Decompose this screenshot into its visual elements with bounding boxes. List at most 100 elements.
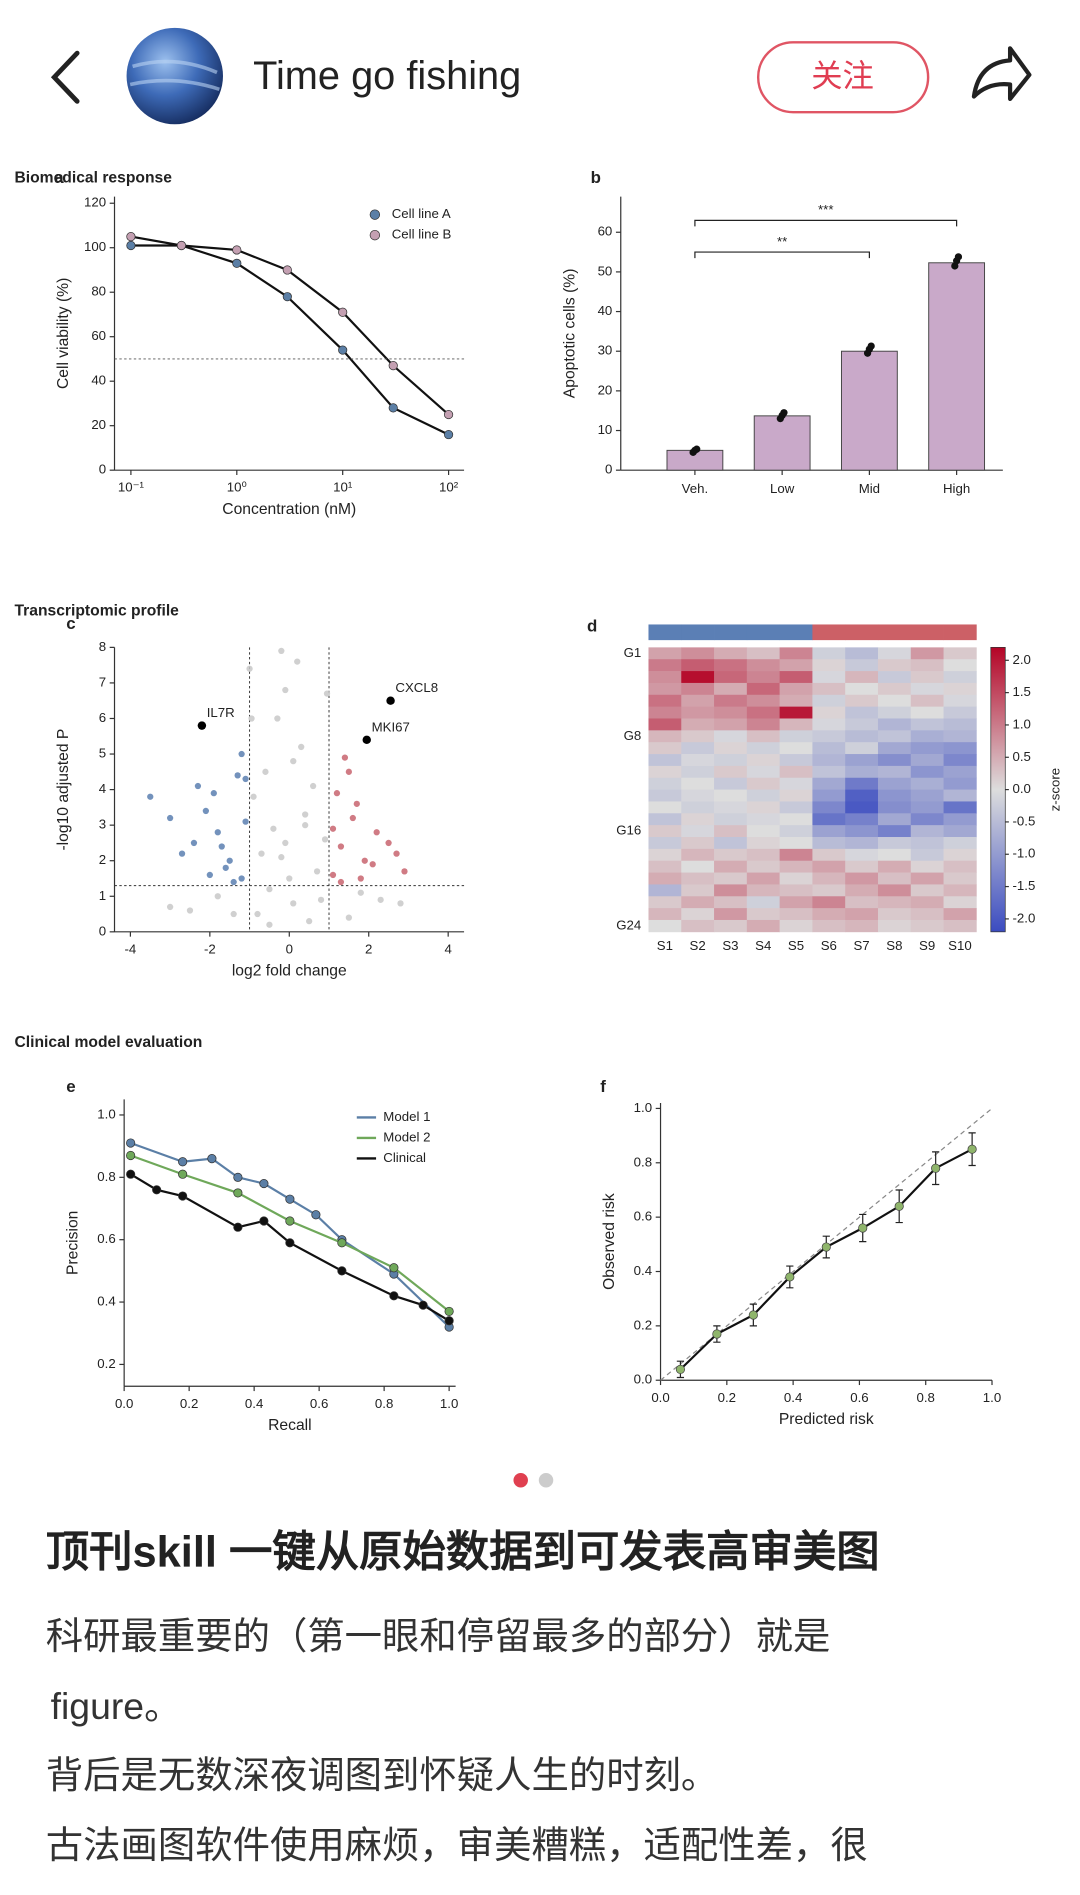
panel-label: f [600,1077,606,1096]
heatmap-cell [943,896,977,909]
colorbar-tick-label: 0.5 [1013,749,1031,764]
data-point [152,1185,162,1195]
data-point [349,814,356,822]
heatmap-cell [648,659,682,672]
heatmap-cell [877,742,912,755]
data-point [250,793,257,800]
heatmap-cell [812,884,846,897]
data-point [858,1223,868,1233]
heatmap-cell [681,682,715,696]
x-tick-label: S4 [755,938,771,953]
heatmap-cell [812,718,846,731]
heatmap-cell [877,825,912,838]
x-tick-label: 0.4 [784,1390,802,1405]
heatmap-cell [943,884,977,897]
y-tick-label: 3 [99,817,106,832]
avatar[interactable] [126,27,223,125]
page-dot-active[interactable] [513,1473,528,1488]
y-tick-label: 0.6 [634,1209,652,1224]
heatmap-cell [910,777,944,790]
follow-label[interactable]: 关注 [811,59,874,94]
data-point [126,1169,136,1179]
heatmap-cell [681,647,715,660]
heatmap-cell [681,872,715,885]
heatmap-cell [746,718,780,731]
heatmap-cell [714,671,748,684]
group-bar [681,624,715,641]
heatmap-cell [812,789,846,802]
data-point [357,889,364,896]
heatmap-cell [877,718,912,731]
data-point [323,690,331,697]
data-point [333,790,341,797]
data-point [278,647,285,655]
heatmap-cell [910,730,944,743]
y-tick-label: 0.4 [97,1294,115,1309]
x-tick-label: S9 [919,938,935,953]
bar [928,262,986,471]
heatmap-cell [648,848,682,862]
heatmap-cell [943,872,977,885]
heatmap-cell [714,825,748,838]
heatmap-cell [943,848,977,862]
replicate-point [780,409,788,417]
heatmap-cell [812,908,846,921]
y-tick-label: 0.2 [634,1317,652,1332]
data-point [126,1138,136,1148]
back-button[interactable] [50,50,80,104]
heatmap-cell [681,919,715,933]
follow-button[interactable] [756,41,930,114]
x-tick-label: S2 [690,938,706,953]
user-name[interactable]: Time go fishing [253,54,521,98]
series-line [130,244,450,436]
replicate-point [867,342,875,350]
heatmap-cell [910,908,944,921]
heatmap-cell [779,908,813,921]
data-point [214,893,221,900]
heatmap-cell [714,682,748,696]
x-tick-label: 10⁰ [227,480,247,495]
replicate-point [693,445,701,453]
x-tick-label: Mid [859,481,880,496]
heatmap-cell [812,801,846,814]
y-tick-label: 0.2 [97,1356,115,1371]
data-point [186,907,194,914]
data-point [444,409,454,420]
data-point [285,1194,295,1204]
series-line [679,1148,973,1371]
data-point [309,782,317,790]
heatmap-cell [779,837,813,850]
panel-label: b [591,168,601,187]
y-tick-label: 30 [598,343,613,358]
data-point [242,818,249,825]
group-bar [714,624,748,641]
heatmap-cell [910,647,944,660]
legend-label: Model 1 [383,1109,430,1124]
y-tick-label: 20 [598,382,613,397]
share-button[interactable] [971,46,1032,102]
x-tick-label: -2 [204,941,216,956]
heatmap-cell [746,884,780,897]
heatmap-cell [746,872,780,885]
data-point [321,836,329,843]
heatmap-cell [943,742,977,755]
heatmap-cell [648,671,682,684]
heatmap-cell [845,813,879,826]
heatmap-cell [877,694,912,707]
series-line [130,1142,450,1328]
data-point [306,918,313,925]
heatmap-cell [845,884,879,897]
heatmap-cell [877,872,912,885]
heatmap-cell [681,754,715,767]
heatmap-cell [845,754,879,767]
heatmap-cell [746,813,780,826]
page-dot[interactable] [538,1473,554,1488]
heatmap-cell [877,896,912,909]
colorbar [990,647,1006,933]
heatmap-cell [681,813,715,826]
heatmap-cell [681,730,715,743]
x-tick-label: 0.8 [917,1390,935,1405]
data-point [385,839,392,847]
group-bar [812,624,846,641]
